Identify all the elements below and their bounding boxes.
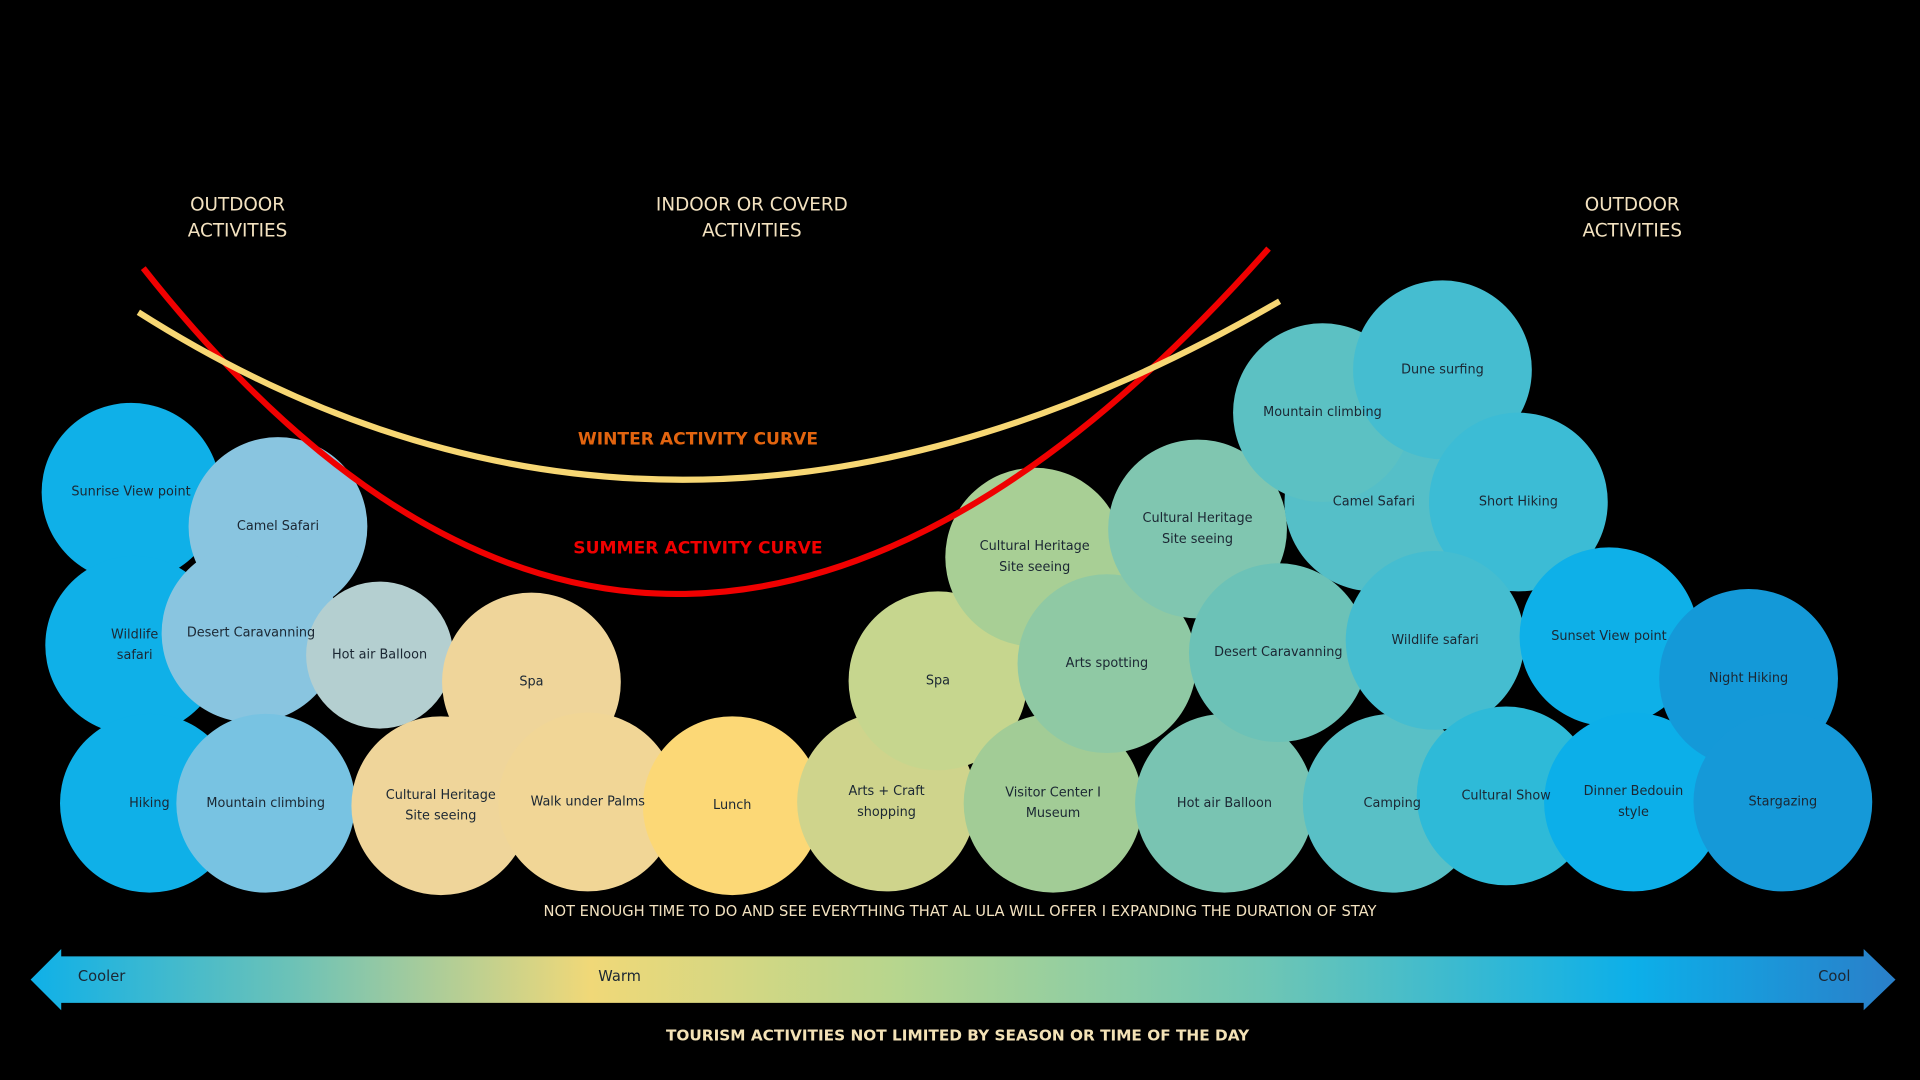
activity-label: Desert Caravanning [187, 626, 315, 641]
activity-label: Spa [519, 675, 543, 690]
activity-label: Mountain climbing [1263, 405, 1382, 420]
activity-label: Cultural Heritage [1143, 511, 1253, 526]
activity-label: Dune surfing [1401, 362, 1484, 377]
activity-label: Stargazing [1748, 795, 1817, 810]
activity-label: Museum [1026, 806, 1080, 821]
activity-label: Camping [1364, 796, 1421, 811]
activity-label: Sunrise View point [71, 485, 190, 500]
activity-label: Cultural Heritage [386, 788, 496, 803]
activity-label: Camel Safari [237, 519, 319, 534]
activity-label: Dinner Bedouin [1584, 784, 1684, 799]
activity-bubble [963, 713, 1143, 893]
activity-bubble [642, 716, 822, 896]
heading-line: ACTIVITIES [188, 220, 288, 241]
scale-middle: Warm [598, 968, 641, 985]
activity-bubble [1416, 706, 1596, 886]
activity-bubble [176, 713, 356, 893]
activity-bubble [161, 543, 341, 723]
activity-label: Short Hiking [1479, 495, 1558, 510]
activity-bubble [1544, 712, 1723, 892]
activity-label: Hot air Balloon [1177, 796, 1272, 811]
activity-label: Wildlife [111, 627, 158, 642]
activity-bubble [1428, 412, 1608, 592]
activity-label: Site seeing [999, 560, 1070, 575]
activity-bubble [498, 712, 678, 892]
heading-line: OUTDOOR [190, 195, 285, 216]
activity-bubble [1519, 547, 1699, 727]
scale-right: Cool [1818, 968, 1850, 985]
heading-line: ACTIVITIES [1582, 220, 1682, 241]
activity-label: Arts spotting [1066, 656, 1149, 671]
scale-left: Cooler [78, 968, 126, 985]
activity-label: style [1618, 805, 1649, 820]
winter-curve [136, 298, 1282, 483]
activity-bubble [1353, 280, 1532, 460]
footer: TOURISM ACTIVITIES NOT LIMITED BY SEASON… [666, 1026, 1250, 1044]
heading-line: OUTDOOR [1585, 195, 1680, 216]
activity-label: Wildlife safari [1392, 633, 1479, 648]
summer-label: SUMMER ACTIVITY CURVE [573, 539, 822, 559]
activity-label: Walk under Palms [531, 795, 646, 810]
activity-bubble [1135, 713, 1314, 893]
activity-bubble [1693, 712, 1873, 892]
activity-bubble [351, 716, 531, 896]
bubbles: Sunrise View point Wildlife safari Hiking Ca… [41, 280, 1873, 896]
activity-label: shopping [857, 805, 916, 820]
activity-label: Arts + Craft [848, 784, 924, 799]
heading-line: ACTIVITIES [702, 220, 802, 241]
activity-label: Cultural Heritage [980, 539, 1090, 554]
activity-bubble [41, 402, 221, 582]
activity-label: Desert Caravanning [1214, 645, 1342, 660]
activity-bubble [848, 591, 1028, 771]
activity-label: Spa [926, 673, 950, 688]
activity-label: Hot air Balloon [332, 648, 427, 663]
activity-label: Lunch [713, 798, 751, 813]
winter-label: WINTER ACTIVITY CURVE [578, 430, 818, 450]
activity-label: Camel Safari [1333, 495, 1415, 510]
note: NOT ENOUGH TIME TO DO AND SEE EVERYTHING… [543, 903, 1376, 920]
activity-label: Sunset View point [1551, 629, 1666, 644]
activity-bubble [306, 581, 454, 729]
activity-label: Visitor Center I [1005, 785, 1101, 800]
summer-curve [140, 246, 1271, 597]
activity-bubble [1345, 551, 1525, 730]
temperature-arrow [30, 948, 1896, 1011]
activity-label: Night Hiking [1709, 671, 1788, 686]
activity-label: Cultural Show [1461, 788, 1550, 803]
headings: OUTDOOR ACTIVITIES INDOOR OR COVERD ACTIVIT… [188, 195, 1682, 242]
activity-label: Hiking [129, 796, 170, 811]
heading-line: INDOOR OR COVERD [656, 195, 848, 216]
activity-label: Site seeing [405, 809, 476, 824]
activity-bubble [1017, 574, 1197, 754]
activity-label: Mountain climbing [206, 796, 325, 811]
activity-label: Site seeing [1162, 532, 1233, 547]
activity-label: safari [117, 648, 153, 663]
activity-bubble [1188, 563, 1368, 743]
